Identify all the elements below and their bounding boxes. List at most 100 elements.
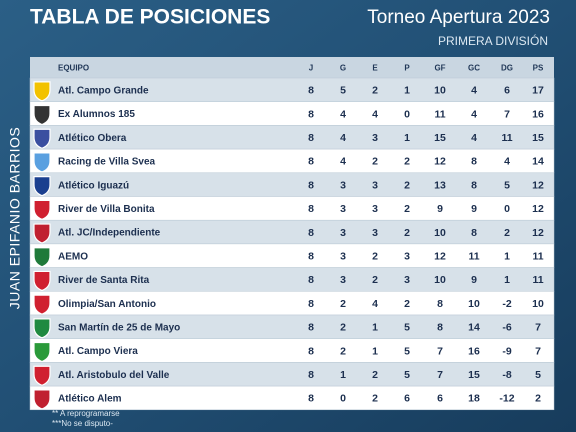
stat-cell: 17 [532,85,544,97]
stat-cell: 8 [308,322,314,334]
stat-cell: 4 [340,108,346,120]
stat-cell: 8 [308,274,314,286]
stat-cell: 3 [340,227,346,239]
stat-cell: 4 [340,156,346,168]
stat-cell: 10 [434,227,446,239]
stat-cell: 10 [532,298,544,310]
stat-cell: 3 [340,274,346,286]
stat-cell: 2 [404,203,410,215]
stat-cell: 11 [434,108,445,120]
stat-cell: 3 [404,251,410,263]
stat-cell: 2 [535,393,541,405]
team-badge [33,223,51,244]
stat-cell: 2 [372,393,378,405]
stat-cell: 3 [372,179,378,191]
stat-cell: 11 [532,274,543,286]
stat-cell: 4 [471,85,477,97]
stat-cell: 4 [340,132,346,144]
stat-cell: 7 [535,322,541,334]
team-name: Ex Alumnos 185 [58,109,135,120]
stat-cell: 12 [532,179,544,191]
stat-cell: 3 [372,227,378,239]
team-name: Atlético Obera [58,133,127,144]
stat-cell: 12 [434,251,446,263]
stat-cell: 2 [404,227,410,239]
stat-cell: 3 [372,132,378,144]
column-header: GF [434,64,445,73]
team-name: River de Santa Rita [58,275,150,286]
team-name: Atl. JC/Independiente [58,228,161,239]
stat-cell: 0 [340,393,346,405]
stat-cell: 7 [437,345,443,357]
stat-cell: -12 [499,393,514,405]
stat-cell: 8 [308,179,314,191]
column-header: P [404,64,410,73]
stat-cell: 16 [532,108,544,120]
stat-cell: 4 [471,108,477,120]
stat-cell: 10 [434,85,446,97]
stat-cell: 8 [471,227,477,239]
stat-cell: 14 [468,322,480,334]
team-badge [33,199,51,220]
table-row [29,385,555,411]
stat-cell: 1 [504,251,510,263]
stat-cell: 3 [340,203,346,215]
stat-cell: 3 [340,179,346,191]
stat-cell: 11 [501,132,512,144]
stat-cell: 2 [340,322,346,334]
stat-cell: 5 [340,85,346,97]
column-header: GC [468,64,480,73]
stat-cell: 14 [532,156,544,168]
stat-cell: 3 [404,274,410,286]
stat-cell: 12 [532,203,544,215]
stat-cell: 8 [308,85,314,97]
stat-cell: 13 [434,179,446,191]
stat-cell: 1 [404,85,410,97]
team-name: Atlético Alem [58,394,122,405]
stat-cell: 0 [404,108,410,120]
stat-cell: 8 [308,156,314,168]
stat-cell: 8 [471,179,477,191]
stat-cell: 18 [468,393,480,405]
team-name: River de Villa Bonita [58,204,155,215]
stat-cell: -6 [502,322,511,334]
stat-cell: 4 [471,132,477,144]
team-badge [33,247,51,268]
stat-cell: 2 [372,369,378,381]
stat-cell: 7 [504,108,510,120]
stat-cell: 9 [471,274,477,286]
footnote: ***No se disputo- [52,419,113,428]
stat-cell: 1 [340,369,346,381]
team-name: Atl. Campo Grande [58,85,149,96]
column-header: E [372,64,378,73]
stat-cell: -2 [502,298,511,310]
team-badge [33,81,51,102]
stat-cell: 11 [468,251,479,263]
team-badge [33,152,51,173]
stat-cell: 0 [504,203,510,215]
team-name: Atl. Aristobulo del Valle [58,370,170,381]
stat-cell: 8 [308,108,314,120]
stat-cell: 4 [372,108,378,120]
stat-cell: 5 [504,179,510,191]
stat-cell: 9 [471,203,477,215]
team-name: Racing de Villa Svea [58,157,156,168]
stat-cell: 2 [372,251,378,263]
stat-cell: 9 [437,203,443,215]
stat-cell: 8 [308,132,314,144]
stat-cell: 8 [308,298,314,310]
column-header: J [309,64,313,73]
stat-cell: 3 [340,251,346,263]
stat-cell: 2 [372,156,378,168]
team-badge [33,176,51,197]
team-badge [33,341,51,363]
stat-cell: 15 [468,369,480,381]
stat-cell: 16 [468,345,480,357]
stat-cell: 4 [372,298,378,310]
stat-cell: 5 [404,322,410,334]
team-name: San Martín de 25 de Mayo [58,322,180,333]
stat-cell: 8 [437,322,443,334]
stat-cell: 7 [535,345,541,357]
